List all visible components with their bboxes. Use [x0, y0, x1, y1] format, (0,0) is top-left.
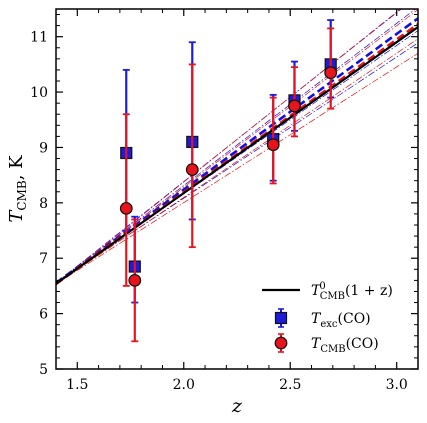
legend-label: T0 CMB(1 + z) — [311, 281, 393, 302]
y-axis-label: TCMB, K — [6, 155, 29, 223]
circle-marker — [324, 66, 338, 80]
legend: T0 CMB(1 + z) Texc(CO) TCMB(CO) — [262, 281, 393, 355]
data-points — [119, 19, 338, 343]
tcmb-point-6 — [324, 27, 338, 110]
x-tick-label: 1.5 — [66, 377, 88, 393]
tcmb-point-4 — [266, 96, 280, 185]
y-tick-label: 9 — [39, 140, 48, 156]
x-tick-label: 2.0 — [173, 377, 195, 393]
legend-item-2: Texc(CO) — [274, 308, 371, 330]
fit-envelope-1-3 — [56, 9, 417, 284]
fit-line-1 — [56, 16, 418, 284]
tcmb-point-5 — [288, 66, 301, 138]
x-tick-label: 3.0 — [386, 377, 408, 393]
tcmb-point-3 — [185, 63, 199, 249]
plot-frame — [55, 8, 419, 370]
fit-envelope-2-4 — [56, 9, 402, 285]
legend-label: TCMB(CO) — [311, 336, 379, 355]
x-tick-label: 2.5 — [279, 377, 301, 393]
legend-item-1: T0 CMB(1 + z) — [262, 281, 393, 302]
y-tick-label: 6 — [39, 307, 48, 323]
axis-ticks: 1.5 2.0 2.5 3.0 5 6 7 8 9 10 11 — [30, 9, 419, 393]
fit-envelope-2-3 — [56, 9, 418, 285]
y-tick-label: 8 — [39, 196, 48, 212]
fit-envelope-2-1 — [56, 52, 418, 285]
y-tick-label: 7 — [39, 251, 48, 267]
model-line-layer — [56, 25, 418, 285]
circle-marker — [185, 163, 199, 177]
circle-marker — [288, 99, 301, 113]
fit-envelope-2-2 — [56, 38, 418, 285]
tcmb-point-1 — [119, 113, 133, 287]
model-line — [56, 25, 418, 285]
legend-item-3: TCMB(CO) — [274, 333, 379, 355]
legend-label: Texc(CO) — [311, 311, 371, 330]
circle-marker — [266, 138, 280, 152]
tcmb-point-2 — [128, 218, 142, 343]
y-tick-label: 5 — [39, 362, 48, 378]
fit-envelope-1-1 — [56, 42, 418, 284]
x-axis-label: z — [231, 395, 243, 417]
legend-circle-swatch — [274, 336, 288, 350]
legend-square-swatch — [274, 311, 288, 325]
y-tick-label: 11 — [30, 30, 48, 46]
fit-lines — [56, 9, 418, 286]
circle-marker — [119, 201, 133, 215]
circle-marker — [128, 273, 142, 287]
y-tick-label: 10 — [30, 85, 48, 101]
